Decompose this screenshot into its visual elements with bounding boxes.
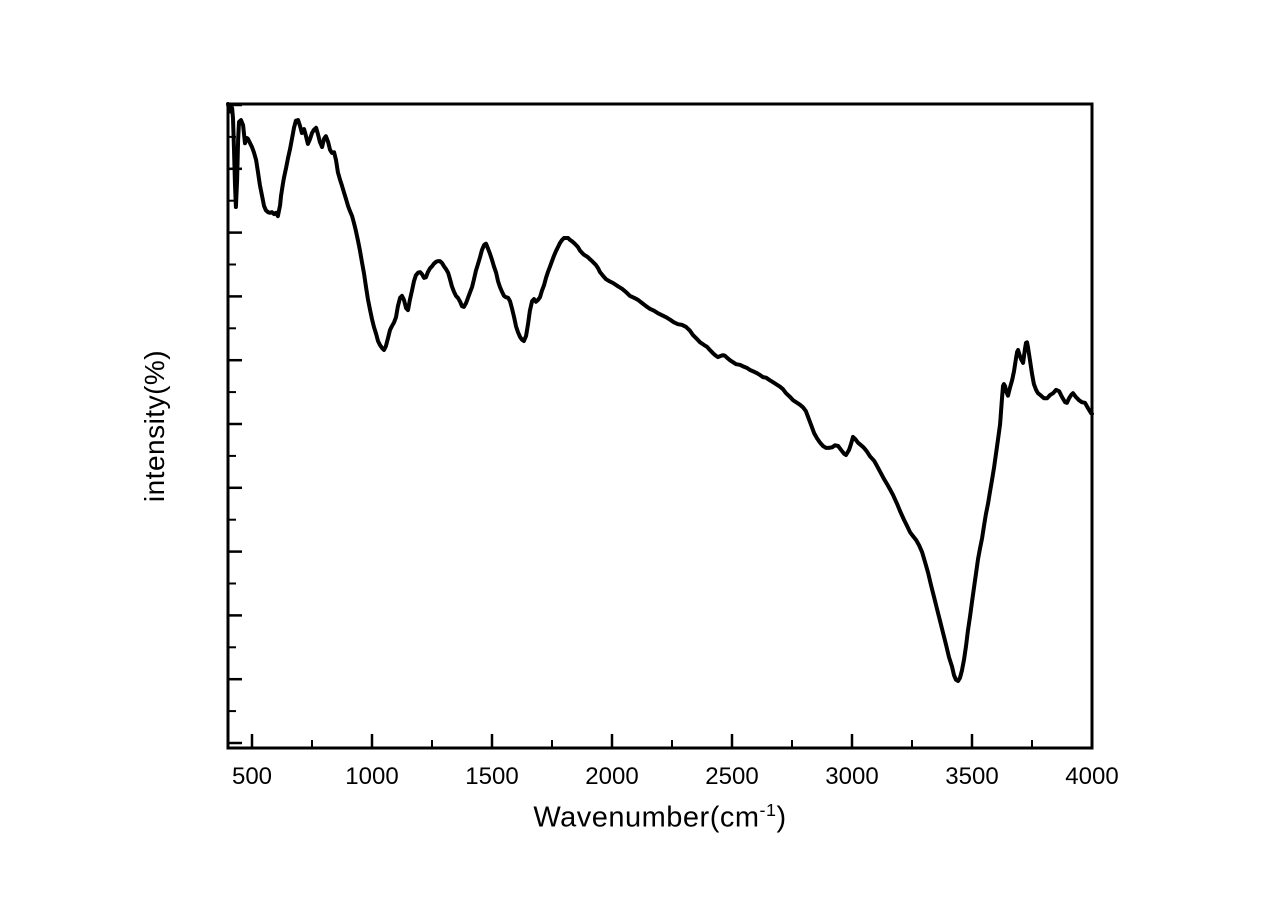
y-axis-title: intensity(%) xyxy=(139,349,170,503)
x-tick-label: 1000 xyxy=(345,763,398,790)
x-axis-title-close: ) xyxy=(776,801,787,834)
axis-ticks xyxy=(228,103,1094,748)
x-tick-labels: 500 1000 1500 2000 2500 3000 3500 4000 xyxy=(232,763,1119,790)
x-axis-title-exponent: -1 xyxy=(759,800,777,820)
x-tick-label: 500 xyxy=(232,763,272,790)
x-tick-label: 2000 xyxy=(585,763,638,790)
spectrum-line xyxy=(226,102,1094,683)
x-axis-title-base: Wavenumber(cm xyxy=(533,801,760,834)
spectrum-curve xyxy=(226,102,1094,683)
x-tick-label: 3500 xyxy=(945,763,998,790)
plot-frame xyxy=(226,102,1094,750)
x-tick-label: 1500 xyxy=(465,763,518,790)
x-tick-label: 3000 xyxy=(825,763,878,790)
x-axis-title: Wavenumber(cm-1) xyxy=(228,800,1092,835)
x-tick-label: 4000 xyxy=(1065,763,1118,790)
x-tick-label: 2500 xyxy=(705,763,758,790)
